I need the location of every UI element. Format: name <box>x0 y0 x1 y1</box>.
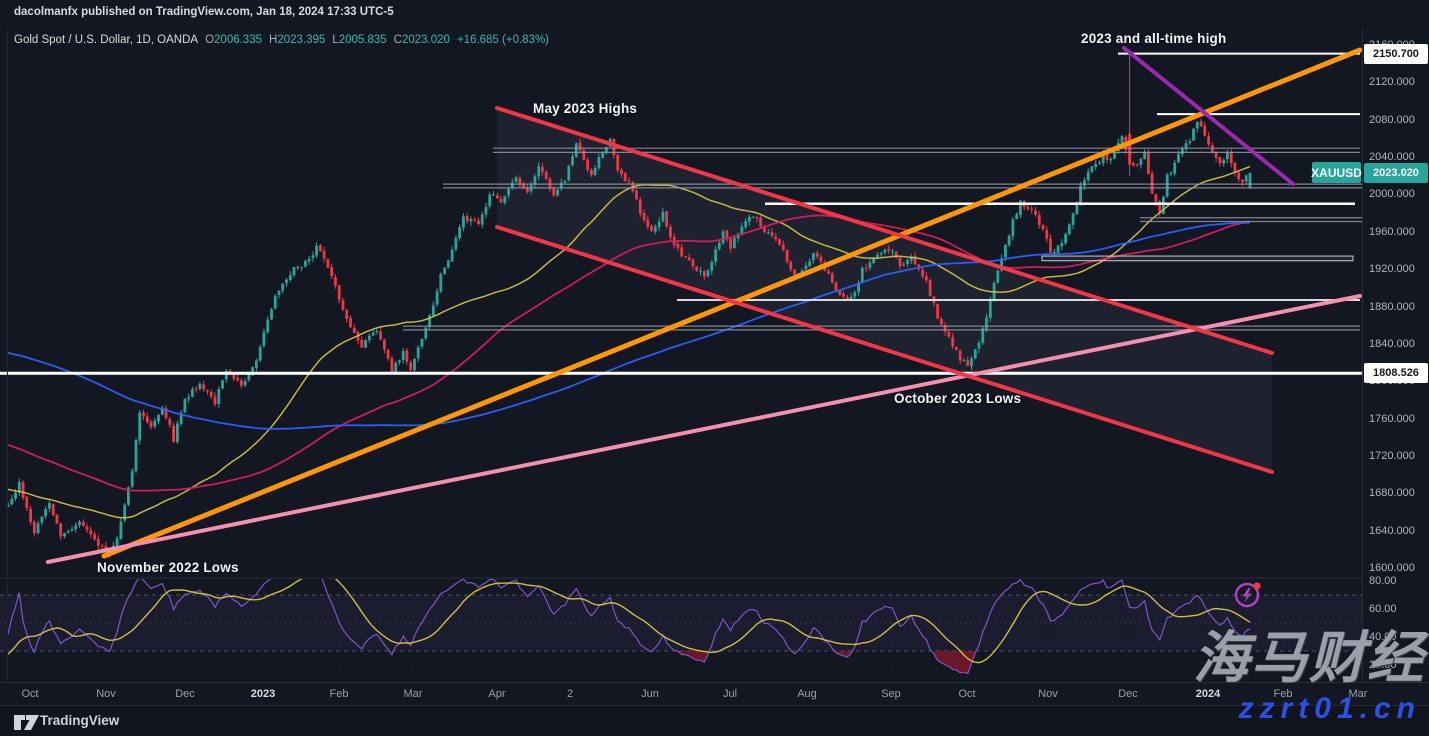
pane-border <box>7 28 8 682</box>
time-tick-month: Jul <box>722 688 738 700</box>
price-level-label: 2150.700 <box>1364 43 1428 64</box>
rsi-tick: 20.00 <box>1369 659 1397 671</box>
published-bar: dacolmanfx published on TradingView.com,… <box>0 0 1429 28</box>
time-tick-year: 2024 <box>1195 688 1221 700</box>
rsi-tick: 80.00 <box>1369 575 1397 587</box>
time-tick-month: Oct <box>21 688 39 700</box>
time-tick-month: Mar <box>403 688 423 700</box>
price-tick: 2120.000 <box>1369 76 1415 89</box>
price-tick: 1960.000 <box>1369 225 1415 238</box>
chart-canvas[interactable] <box>0 0 1362 705</box>
time-tick-month: Sep <box>881 688 901 700</box>
price-tick: 2000.000 <box>1369 188 1415 201</box>
last-price-label: 2023.020 <box>1364 162 1428 183</box>
symbol-title: Gold Spot / U.S. Dollar, 1D, OANDA <box>14 34 199 46</box>
price-tick: 1640.000 <box>1369 524 1415 537</box>
price-level-label: 1808.526 <box>1364 363 1428 384</box>
watermark-chinese: 海马财经 <box>1193 626 1425 689</box>
chart-annotation: October 2023 Lows <box>894 391 1022 406</box>
chart-annotation: 2023 and all-time high <box>1081 31 1227 46</box>
notification-dot <box>1253 582 1261 590</box>
price-tick: 1680.000 <box>1369 487 1415 500</box>
price-tick: 1720.000 <box>1369 449 1415 462</box>
change-value: +16.685 (+0.83%) <box>456 34 550 46</box>
chart-annotation: May 2023 Highs <box>533 101 638 116</box>
time-tick-month: Dec <box>1118 688 1138 700</box>
ohlc-value: 2023.395 <box>277 34 326 46</box>
price-tick: 1920.000 <box>1369 263 1415 276</box>
ohlc-value: 2023.020 <box>401 34 450 46</box>
ohlc-key: H <box>269 34 278 46</box>
tradingview-wordmark[interactable]: TradingView <box>40 713 120 728</box>
flash-icon[interactable] <box>1233 579 1263 609</box>
time-tick-month: 2 <box>566 688 574 700</box>
price-tick: 1600.000 <box>1369 562 1415 574</box>
price-scale[interactable]: 2160.0002120.0002080.0002040.0002000.000… <box>1362 28 1429 705</box>
rsi-tick: 40.00 <box>1369 631 1397 643</box>
watermark-url: zzrt01.cn <box>1238 692 1421 725</box>
time-tick-month: Oct <box>958 688 976 700</box>
time-axis[interactable]: Oct Nov Dec 2023 Feb Mar Apr 2 Jun Jul Aug Sep Oct No… <box>0 682 1429 706</box>
price-tick: 1840.000 <box>1369 337 1415 350</box>
lightning-bolt <box>1242 588 1252 603</box>
time-tick-month: Mar <box>1348 688 1368 700</box>
footer-bar: TradingView <box>0 705 1429 736</box>
ohlc-value: 2006.335 <box>214 34 262 46</box>
time-tick-month: Aug <box>797 688 817 700</box>
time-tick-year: 2023 <box>250 688 276 700</box>
time-tick-month: Jun <box>641 688 659 700</box>
price-tick: 2040.000 <box>1369 151 1415 164</box>
ohlc-key: C <box>393 34 402 46</box>
price-tick: 2080.000 <box>1369 113 1415 126</box>
time-tick-month: Nov <box>1038 688 1058 700</box>
time-tick-month: Apr <box>488 688 506 700</box>
time-tick-month: Dec <box>175 688 195 700</box>
flash-circle <box>1234 582 1260 608</box>
rsi-tick: 60.00 <box>1369 603 1397 615</box>
tradingview-logo-icon[interactable] <box>14 714 40 731</box>
ohlc-key: O <box>205 34 215 46</box>
ohlc-values: O2006.335 H2023.395 L2005.835 C2023.020 <box>198 34 450 46</box>
ohlc-value: 2005.835 <box>338 34 387 46</box>
time-tick-month: Feb <box>1273 688 1293 700</box>
ohlc-key: L <box>332 34 339 46</box>
time-tick-month: Feb <box>329 688 349 700</box>
price-tick: 1760.000 <box>1369 412 1415 425</box>
chart-pane[interactable]: Gold Spot / U.S. Dollar, 1D, OANDA O2006.… <box>0 28 1362 705</box>
time-tick-month: Nov <box>96 688 116 700</box>
chart-annotation: November 2022 Lows <box>97 560 239 575</box>
price-tick: 1880.000 <box>1369 300 1415 313</box>
published-text: dacolmanfx published on TradingView.com,… <box>14 6 394 18</box>
symbol-price-tag: XAUUSD <box>1311 162 1362 184</box>
legend: Gold Spot / U.S. Dollar, 1D, OANDA O2006.… <box>14 34 549 46</box>
